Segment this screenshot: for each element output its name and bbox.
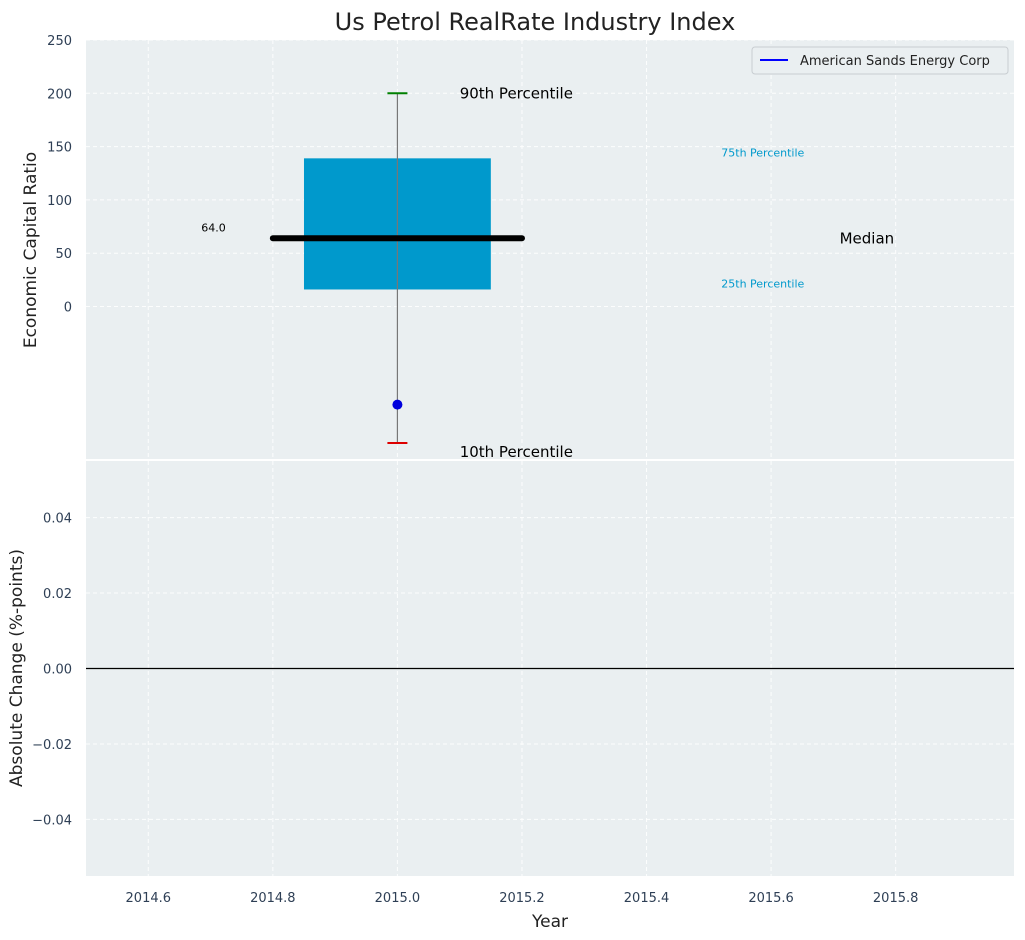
p90-label: 90th Percentile (460, 84, 573, 102)
x-tick-label: 2015.6 (748, 891, 794, 906)
bottom-y-tick-label: 0.04 (43, 512, 72, 527)
p25-label: 25th Percentile (721, 277, 804, 290)
x-tick-label: 2015.4 (624, 891, 670, 906)
top-y-tick-label: 50 (55, 247, 72, 262)
top-y-tick-labels: 0 50 100 150 200 250 (47, 34, 72, 316)
bottom-y-tick-label: 0.02 (43, 587, 72, 602)
top-y-tick-label: 100 (47, 194, 72, 209)
x-tick-labels: 2014.6 2014.8 2015.0 2015.2 2015.4 2015.6 2015… (126, 891, 919, 906)
top-y-tick-label: 150 (47, 141, 72, 156)
x-tick-label: 2014.8 (250, 891, 296, 906)
top-y-axis-label: Economic Capital Ratio (21, 152, 41, 348)
bottom-y-tick-label: −0.04 (32, 813, 72, 828)
top-y-tick-label: 0 (64, 301, 72, 316)
x-tick-label: 2014.6 (126, 891, 172, 906)
bottom-panel: 0.04 0.02 0.00 −0.02 −0.04 Absolute Change (… (7, 461, 1014, 932)
bottom-x-gridlines (147, 461, 897, 876)
company-point (392, 399, 403, 410)
top-plot-area (86, 40, 1014, 459)
x-tick-label: 2015.0 (375, 891, 421, 906)
x-tick-label: 2015.8 (873, 891, 919, 906)
bottom-y-axis-label: Absolute Change (%-points) (7, 549, 27, 787)
p10-label: 10th Percentile (460, 443, 573, 461)
median-label: Median (840, 229, 895, 247)
bottom-y-tick-label: −0.02 (32, 738, 72, 753)
top-y-gridlines (86, 39, 1014, 308)
top-y-tick-label: 250 (47, 34, 72, 49)
x-tick-label: 2015.2 (499, 891, 545, 906)
legend: American Sands Energy Corp (751, 46, 1009, 75)
top-y-tick-label: 200 (47, 87, 72, 102)
chart-title: Us Petrol RealRate Industry Index (335, 8, 736, 36)
bottom-y-tick-label: 0.00 (43, 663, 72, 678)
median-value-label: 64.0 (201, 222, 226, 235)
p75-label: 75th Percentile (721, 146, 804, 159)
x-axis-label: Year (531, 912, 568, 932)
top-panel: 0 50 100 150 200 250 Economic Capital Ratio 9… (21, 34, 1014, 461)
bottom-y-tick-labels: 0.04 0.02 0.00 −0.02 −0.04 (32, 512, 72, 829)
legend-box (751, 46, 1009, 75)
legend-entry-label: American Sands Energy Corp (800, 54, 990, 69)
